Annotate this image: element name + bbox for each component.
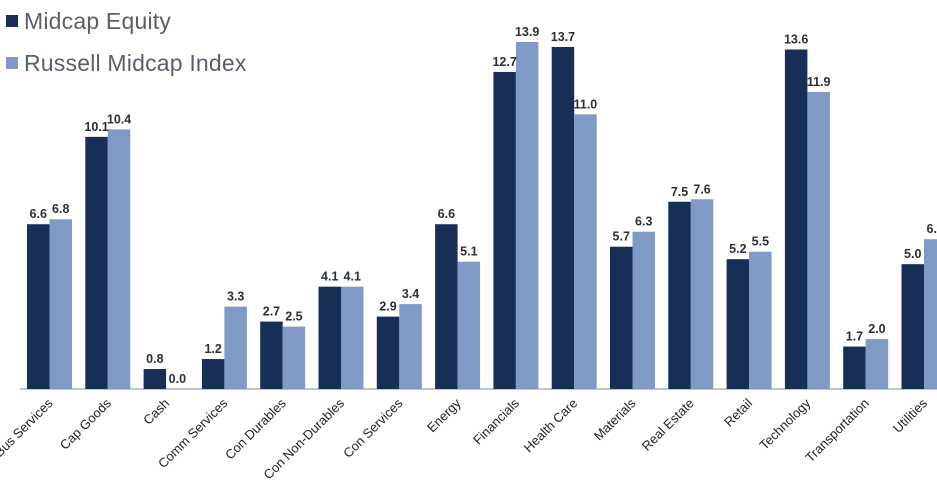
value-label-russell-midcap-index-transportation: 2.0 bbox=[868, 322, 885, 336]
bar-russell-midcap-index-materials bbox=[632, 231, 655, 389]
legend-item-russell-midcap-index: Russell Midcap Index bbox=[6, 50, 247, 76]
value-label-midcap-equity-con-durables: 2.7 bbox=[263, 305, 280, 319]
value-label-russell-midcap-index-bus-services: 6.8 bbox=[52, 202, 69, 216]
bar-russell-midcap-index-transportation bbox=[865, 339, 889, 389]
bar-russell-midcap-index-financials bbox=[515, 42, 539, 389]
bar-russell-midcap-index-bus-services bbox=[49, 219, 72, 389]
legend-swatch-midcap-equity bbox=[6, 15, 18, 27]
value-label-russell-midcap-index-comm-services: 3.3 bbox=[227, 290, 244, 304]
value-label-russell-midcap-index-real-estate: 7.6 bbox=[693, 182, 710, 196]
bar-russell-midcap-index-utilities bbox=[924, 239, 937, 389]
bar-russell-midcap-index-comm-services bbox=[224, 306, 247, 389]
bar-midcap-equity-energy bbox=[435, 224, 458, 389]
value-label-russell-midcap-index-health-care: 11.0 bbox=[574, 97, 598, 111]
category-label-utilities: Utilities bbox=[890, 395, 931, 436]
category-label-con-services: Con Services bbox=[340, 395, 406, 461]
bar-midcap-equity-utilities bbox=[901, 264, 924, 389]
value-label-russell-midcap-index-con-non-durables: 4.1 bbox=[344, 270, 361, 284]
bar-midcap-equity-cap-goods bbox=[85, 136, 108, 389]
legend-item-midcap-equity: Midcap Equity bbox=[6, 8, 247, 34]
value-label-midcap-equity-financials: 12.7 bbox=[492, 55, 516, 69]
value-label-russell-midcap-index-retail: 5.5 bbox=[752, 235, 769, 249]
value-label-midcap-equity-retail: 5.2 bbox=[729, 242, 746, 256]
bar-midcap-equity-transportation bbox=[843, 346, 866, 389]
value-label-russell-midcap-index-financials: 13.9 bbox=[515, 25, 539, 39]
value-label-midcap-equity-transportation: 1.7 bbox=[846, 330, 863, 344]
bar-midcap-equity-con-durables bbox=[260, 321, 283, 389]
category-label-cap-goods: Cap Goods bbox=[57, 395, 114, 452]
value-label-midcap-equity-cap-goods: 10.1 bbox=[84, 120, 108, 134]
bar-midcap-equity-financials bbox=[493, 71, 516, 390]
value-label-russell-midcap-index-materials: 6.3 bbox=[635, 215, 652, 229]
bar-midcap-equity-comm-services bbox=[201, 359, 225, 389]
value-label-midcap-equity-real-estate: 7.5 bbox=[671, 185, 688, 199]
category-label-materials: Materials bbox=[591, 395, 639, 443]
value-label-midcap-equity-con-services: 2.9 bbox=[379, 300, 396, 314]
bar-russell-midcap-index-cap-goods bbox=[107, 129, 131, 389]
category-label-energy: Energy bbox=[424, 395, 464, 435]
value-labels-group: 6.6 6.8 10.110.4 0.8 0.0 1.2 3.3 2.7 2.5 4.1 4.1 2.… bbox=[30, 25, 937, 386]
bar-midcap-equity-technology bbox=[784, 49, 808, 390]
bar-midcap-equity-retail bbox=[726, 259, 750, 389]
bars-group bbox=[27, 42, 937, 390]
value-label-midcap-equity-cash: 0.8 bbox=[146, 352, 163, 366]
value-label-midcap-equity-energy: 6.6 bbox=[438, 207, 455, 221]
legend-label-russell-midcap-index: Russell Midcap Index bbox=[24, 49, 247, 76]
bar-midcap-equity-cash bbox=[143, 369, 167, 389]
bar-russell-midcap-index-technology bbox=[807, 91, 830, 390]
value-label-midcap-equity-bus-services: 6.6 bbox=[30, 207, 47, 221]
bar-russell-midcap-index-con-durables bbox=[282, 326, 306, 389]
legend-label-midcap-equity: Midcap Equity bbox=[24, 7, 172, 34]
bar-russell-midcap-index-energy bbox=[457, 261, 481, 389]
category-label-real-estate: Real Estate bbox=[639, 396, 697, 454]
value-label-russell-midcap-index-energy: 5.1 bbox=[460, 245, 477, 259]
value-label-russell-midcap-index-cash: 0.0 bbox=[169, 372, 186, 386]
value-label-russell-midcap-index-con-services: 3.4 bbox=[402, 287, 419, 301]
bar-midcap-equity-materials bbox=[610, 246, 633, 389]
bar-midcap-equity-real-estate bbox=[668, 201, 691, 389]
bar-midcap-equity-con-services bbox=[376, 316, 400, 389]
value-label-midcap-equity-technology: 13.6 bbox=[784, 32, 808, 46]
category-label-retail: Retail bbox=[721, 395, 755, 429]
bar-russell-midcap-index-real-estate bbox=[690, 199, 714, 389]
value-label-russell-midcap-index-cap-goods: 10.4 bbox=[107, 112, 131, 126]
legend-swatch-russell-midcap-index bbox=[6, 57, 18, 69]
bar-midcap-equity-con-non-durables bbox=[318, 286, 341, 389]
value-label-russell-midcap-index-utilities: 6.0 bbox=[927, 222, 937, 236]
bar-midcap-equity-bus-services bbox=[27, 224, 50, 389]
bar-russell-midcap-index-health-care bbox=[574, 114, 597, 390]
category-label-financials: Financials bbox=[470, 395, 522, 447]
category-label-health-care: Health Care bbox=[521, 396, 581, 456]
legend: Midcap Equity Russell Midcap Index bbox=[6, 8, 247, 92]
value-label-midcap-equity-health-care: 13.7 bbox=[551, 30, 575, 44]
bar-russell-midcap-index-con-services bbox=[399, 304, 422, 389]
value-label-midcap-equity-utilities: 5.0 bbox=[904, 247, 921, 261]
value-label-russell-midcap-index-con-durables: 2.5 bbox=[285, 310, 302, 324]
value-label-russell-midcap-index-technology: 11.9 bbox=[807, 75, 831, 89]
bar-russell-midcap-index-con-non-durables bbox=[341, 286, 364, 389]
bar-midcap-equity-health-care bbox=[551, 46, 575, 390]
category-label-bus-services: Bus Services bbox=[0, 395, 56, 460]
category-label-technology: Technology bbox=[756, 395, 813, 452]
value-label-midcap-equity-con-non-durables: 4.1 bbox=[321, 270, 338, 284]
value-label-midcap-equity-comm-services: 1.2 bbox=[204, 342, 221, 356]
bar-russell-midcap-index-retail bbox=[749, 251, 772, 389]
category-label-cash: Cash bbox=[140, 396, 172, 428]
value-label-midcap-equity-materials: 5.7 bbox=[613, 230, 630, 244]
